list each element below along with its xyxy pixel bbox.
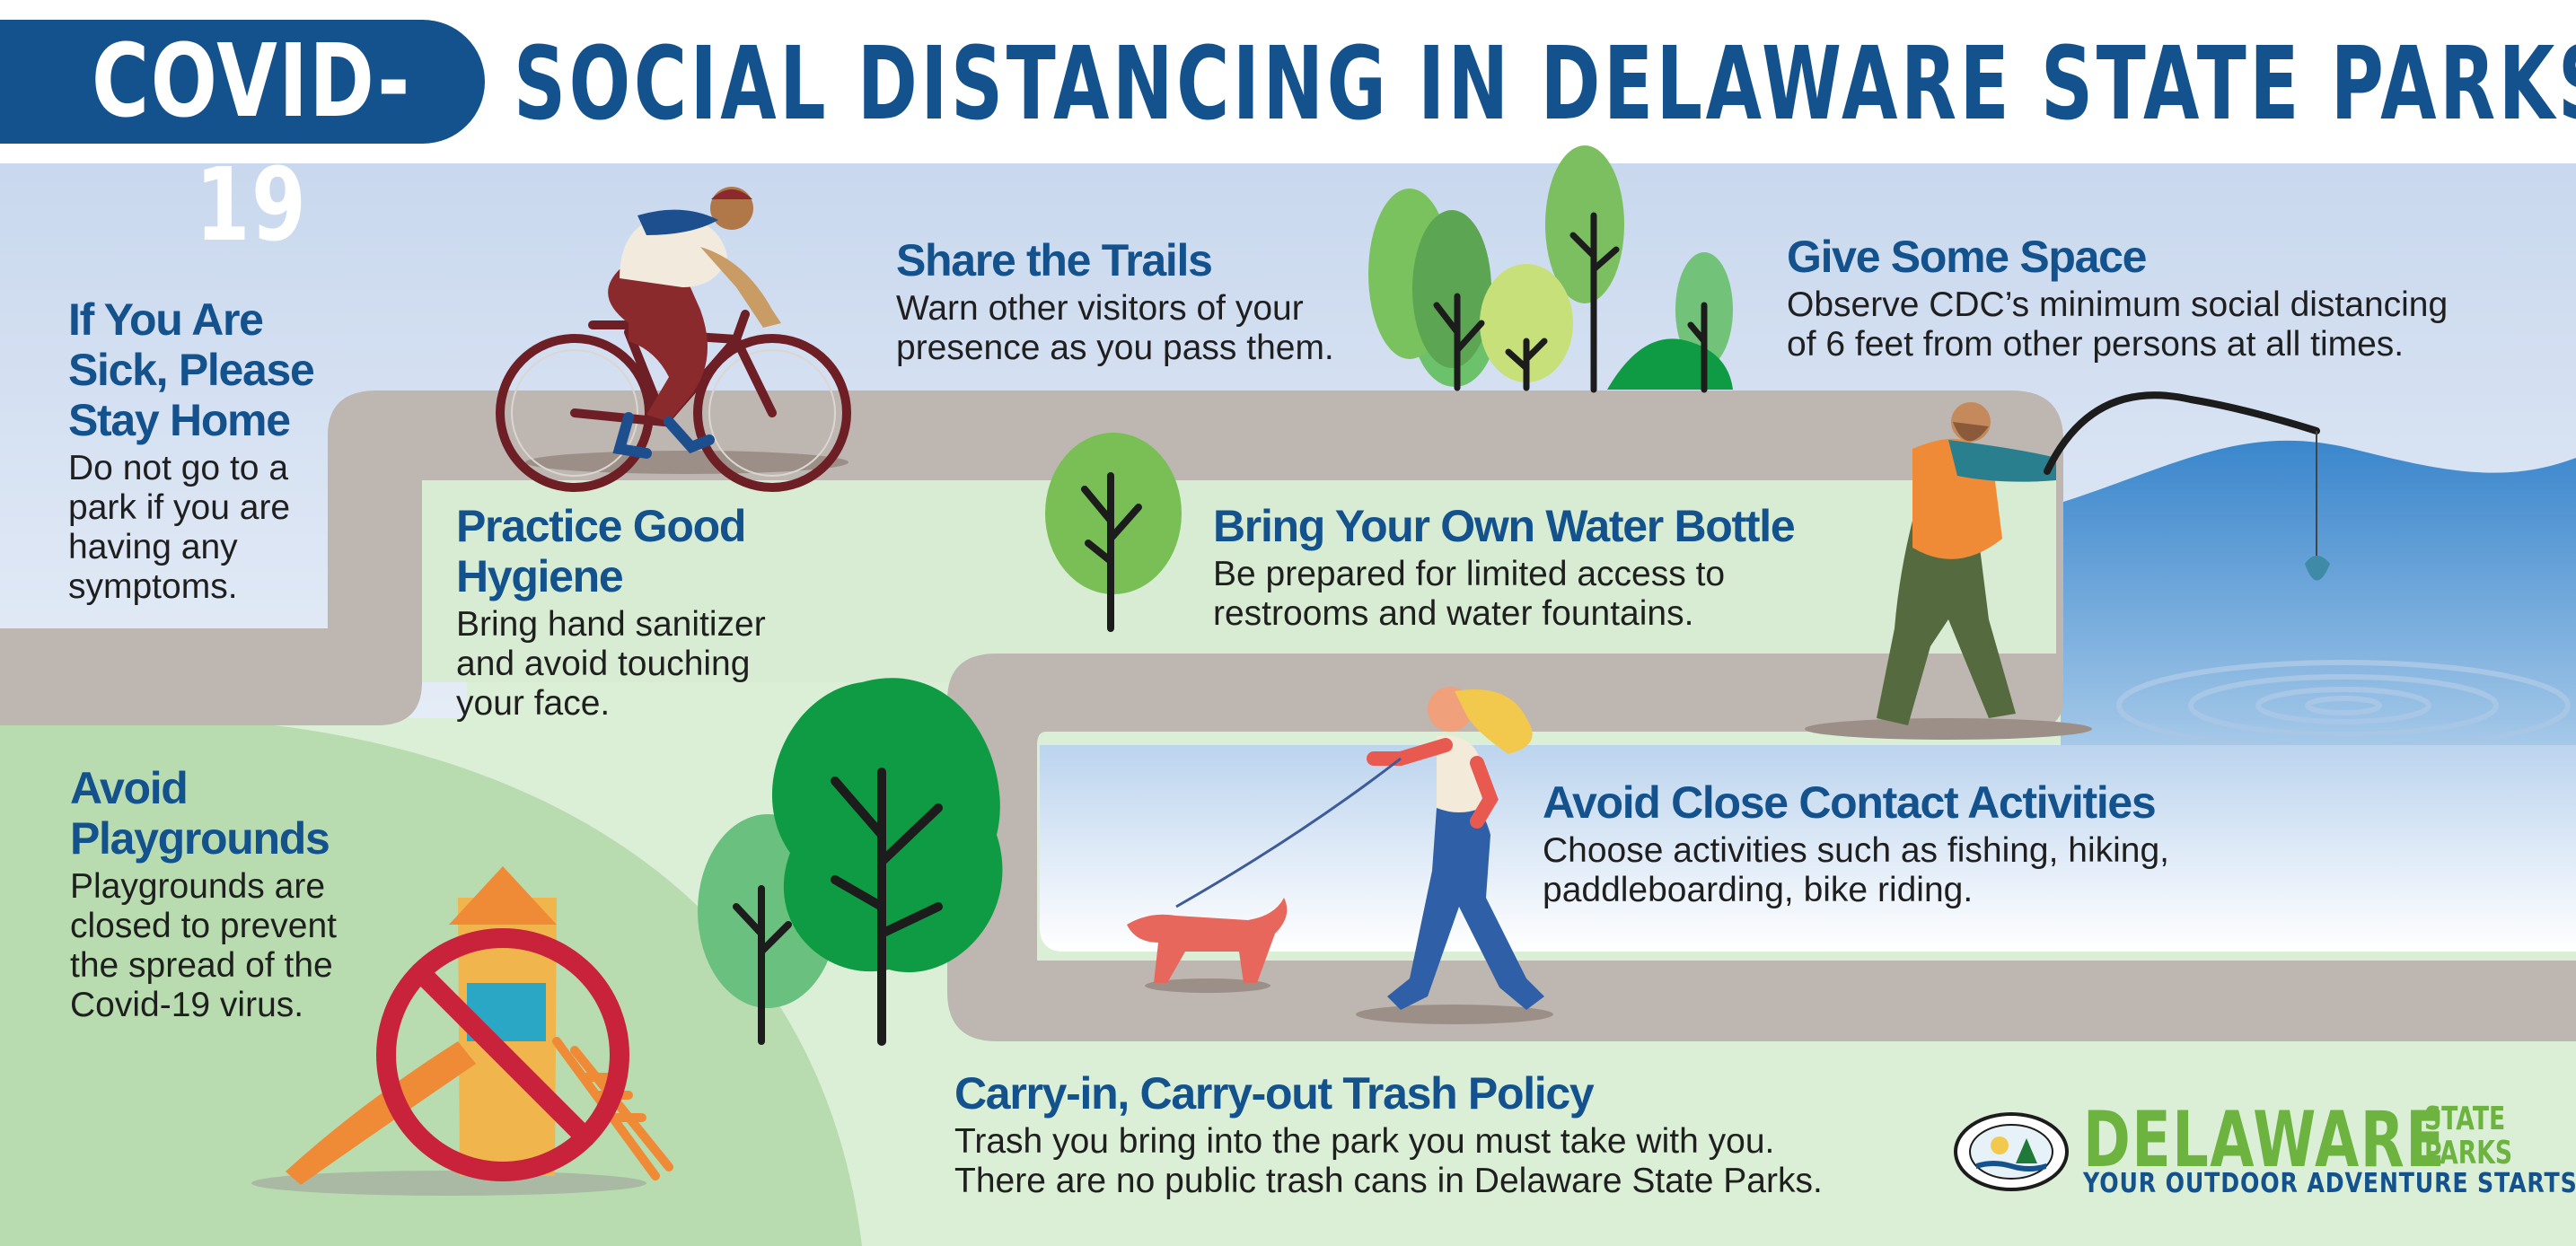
tip-share-trails: Share the Trails Warn other visitors of … — [896, 235, 1453, 368]
cyclist-illustration — [496, 187, 851, 492]
tip-line: Trash you bring into the park you must t… — [954, 1122, 1775, 1161]
tip-heading: Share the Trails — [896, 235, 1213, 285]
tip-line: Warn other visitors of your — [896, 289, 1304, 328]
tip-stay-home: If You Are Sick, Please Stay Home Do not… — [68, 294, 374, 607]
tip-heading: Avoid Playgrounds — [70, 763, 330, 864]
tip-line: Do not go to a — [68, 449, 289, 487]
tip-trash-policy: Carry-in, Carry-out Trash Policy Trash y… — [954, 1068, 1924, 1201]
tip-playgrounds: Avoid Playgrounds Playgrounds are closed… — [70, 763, 393, 1025]
tip-heading: Practice Good Hygiene — [456, 501, 746, 601]
tip-heading: Give Some Space — [1787, 232, 2147, 282]
tip-heading: Bring Your Own Water Bottle — [1213, 501, 1796, 551]
title-badge — [0, 20, 485, 144]
tip-close-contact: Avoid Close Contact Activities Choose ac… — [1543, 777, 2315, 910]
tip-line: Covid-19 virus. — [70, 986, 304, 1024]
dnrec-seal-icon — [1954, 1112, 2069, 1191]
tip-give-space: Give Some Space Observe CDC’s minimum so… — [1787, 232, 2559, 364]
tip-line: restrooms and water fountains. — [1213, 594, 1694, 633]
tip-line: the spread of the — [70, 946, 333, 985]
pond-scene — [1040, 745, 2576, 952]
playground-no-symbol-icon — [251, 866, 673, 1196]
tip-line: Observe CDC’s minimum social distancing — [1787, 285, 2449, 324]
tip-line: park if you are — [68, 488, 291, 527]
page-title: SOCIAL DISTANCING IN DELAWARE STATE PARK… — [514, 26, 2576, 143]
tip-line: your face. — [456, 684, 611, 723]
tree-icon — [1045, 433, 1182, 632]
tip-line: Playgrounds are — [70, 867, 326, 906]
fish-icon — [2305, 556, 2330, 581]
trail-path — [0, 390, 2576, 1041]
tip-line: symptoms. — [68, 567, 238, 606]
fisherman-illustration — [1805, 391, 2330, 740]
tip-body: Do not go to a park if you are having an… — [68, 449, 374, 607]
tip-body: Playgrounds are closed to prevent the sp… — [70, 867, 393, 1025]
tip-line: paddleboarding, bike riding. — [1543, 871, 1974, 909]
tip-body: Be prepared for limited access to restro… — [1213, 555, 1895, 634]
tip-body: Trash you bring into the park you must t… — [954, 1122, 1924, 1201]
tip-body: Choose activities such as fishing, hikin… — [1543, 831, 2315, 910]
tree-icon — [698, 678, 1003, 1046]
tip-line: Be prepared for limited access to — [1213, 555, 1726, 593]
jogger-illustration — [1127, 687, 1553, 1024]
tip-heading: If You Are Sick, Please Stay Home — [68, 294, 315, 445]
tip-line: There are no public trash cans in Delawa… — [954, 1162, 1823, 1200]
tip-heading: Avoid Close Contact Activities — [1543, 777, 2157, 828]
logo-state: STATE — [2424, 1101, 2506, 1137]
lawn — [422, 476, 2056, 682]
tip-body: Observe CDC’s minimum social distancing … — [1787, 285, 2559, 364]
dog-icon — [1127, 898, 1288, 983]
tree-icon — [1368, 145, 1733, 393]
logo-parks: PARKS — [2424, 1135, 2513, 1171]
tip-heading: Carry-in, Carry-out Trash Policy — [954, 1068, 1595, 1119]
tip-water-bottle: Bring Your Own Water Bottle Be prepared … — [1213, 501, 1895, 634]
tip-hygiene: Practice Good Hygiene Bring hand sanitiz… — [456, 501, 851, 724]
tip-line: presence as you pass them. — [896, 329, 1334, 367]
tip-line: Choose activities such as fishing, hikin… — [1543, 831, 2170, 870]
logo-tagline: YOUR OUTDOOR ADVENTURE STARTS HERE — [2083, 1168, 2576, 1199]
logo-state-parks: STATE PARKS — [2424, 1102, 2512, 1171]
tip-line: closed to prevent — [70, 907, 338, 945]
badge-label: COVID-19 — [92, 23, 411, 264]
tip-line: of 6 feet from other persons at all time… — [1787, 325, 2405, 364]
tip-line: and avoid touching — [456, 645, 751, 683]
tip-line: having any — [68, 528, 238, 566]
logo-wordmark: DELAWARE — [2083, 1095, 2447, 1185]
tip-body: Bring hand sanitizer and avoid touching … — [456, 605, 851, 724]
tip-line: Bring hand sanitizer — [456, 605, 766, 644]
tip-body: Warn other visitors of your presence as … — [896, 289, 1453, 368]
